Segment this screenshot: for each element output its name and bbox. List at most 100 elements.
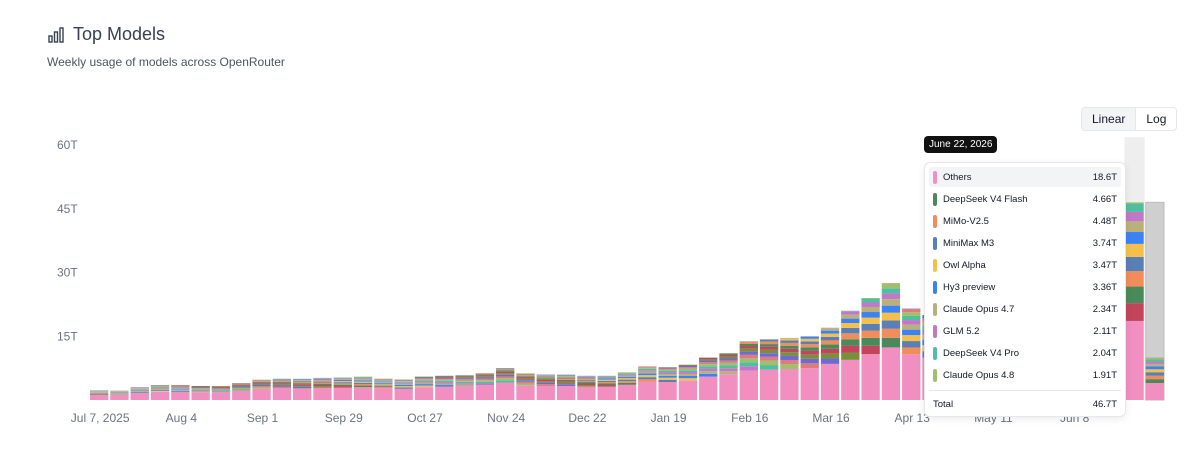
bar-segment [780,340,799,343]
bar-segment [881,299,901,306]
bar-segment [272,378,292,380]
bar-segment [780,338,799,341]
bar-segment [719,354,738,357]
bar-segment [638,371,657,374]
bar-segment [841,345,860,353]
bar-segment [191,390,210,392]
bar-segment [1125,203,1144,212]
bar-segment [171,389,190,391]
bar-segment [780,355,799,360]
bar-segment [577,377,596,379]
bar-segment [739,341,758,344]
bar-segment [678,378,698,381]
bar-segment [556,382,576,385]
bar-segment [313,380,332,382]
tooltip-model-name: MiMo-V2.5 [943,215,989,227]
bar-segment [1145,366,1164,370]
bar-segment [759,339,779,342]
bar-segment [719,371,738,375]
bar-segment [333,381,352,383]
tooltip-model-name: GLM 5.2 [943,325,980,337]
bar-segment [496,371,515,374]
log-scale-button[interactable]: Log [1135,108,1177,130]
bar-segment [171,391,190,400]
tooltip-model-value: 3.36T [1092,281,1117,293]
bar-segment [455,379,474,381]
bar-segment [333,386,352,388]
bar-segment [414,382,434,385]
bar-segment [739,354,758,359]
bar-segment [232,388,251,390]
bar-segment [130,392,149,393]
bar-segment [902,354,921,400]
bar-segment [171,390,190,392]
bar-segment [739,358,758,363]
bar-segment [191,388,210,390]
bar-segment [516,373,535,375]
bar-segment [374,388,393,400]
bar-segment [638,368,657,371]
bar-segment [374,378,393,380]
bar-segment [841,318,860,324]
legend-swatch [933,258,937,272]
bar-segment [272,386,292,389]
bar-segment [110,394,129,395]
bar-segment [638,377,657,380]
bar-segment [272,380,292,382]
bar-segment [699,373,718,377]
bar-segment [455,377,474,379]
bar-segment [90,392,109,393]
bar-segment [638,366,657,368]
tooltip-model-value: 4.66T [1092,193,1117,205]
bar-segment [617,372,637,374]
bar-segment [861,298,880,303]
bar-segment [150,389,170,390]
bar-segment [902,329,921,336]
tooltip-row: Others 18.6T [929,167,1121,187]
bar-segment [861,323,880,331]
bar-segment [1145,363,1164,367]
page-title: Top Models [73,24,166,44]
y-tick-label: 15T [57,329,78,343]
bar-segment [780,342,799,346]
bar-segment [1145,375,1164,380]
bar-segment [496,380,515,383]
bar-segment [1125,202,1144,204]
bar-segment [638,375,657,378]
bar-segment [556,378,576,380]
bar-segment [272,379,292,381]
bar-segment [759,344,779,347]
x-tick-label: Feb 16 [731,411,769,425]
bar-segment [455,376,474,378]
bar-segment [272,383,292,385]
bar-segment [1125,232,1144,244]
bar-segment [435,385,454,387]
bar-segment [455,383,474,385]
tooltip-model-value: 2.34T [1092,303,1117,315]
bar-segment [719,368,738,372]
legend-swatch [933,368,937,382]
bar-segment [597,385,616,387]
y-tick-label: 30T [57,266,78,280]
bar-segment [414,379,434,381]
bar-segment [475,375,495,377]
bar-segment [333,380,352,382]
bar-segment [658,375,677,378]
linear-scale-button[interactable]: Linear [1082,108,1136,130]
bar-segment [211,386,231,388]
bar-segment [150,388,170,390]
bar-segment [130,388,149,390]
bar-segment [374,383,393,385]
bar-segment [861,337,880,346]
bar-segment [597,383,616,386]
bar-segment [699,357,718,360]
bar-segment [759,356,779,361]
bar-segment [394,388,413,400]
bar-segment [902,347,921,355]
bar-segment [1125,303,1144,321]
bar-segment [475,373,495,375]
bar-segment [171,386,190,387]
bar-segment [597,375,616,377]
bar-segment [577,380,596,383]
bar-segment [536,381,555,383]
